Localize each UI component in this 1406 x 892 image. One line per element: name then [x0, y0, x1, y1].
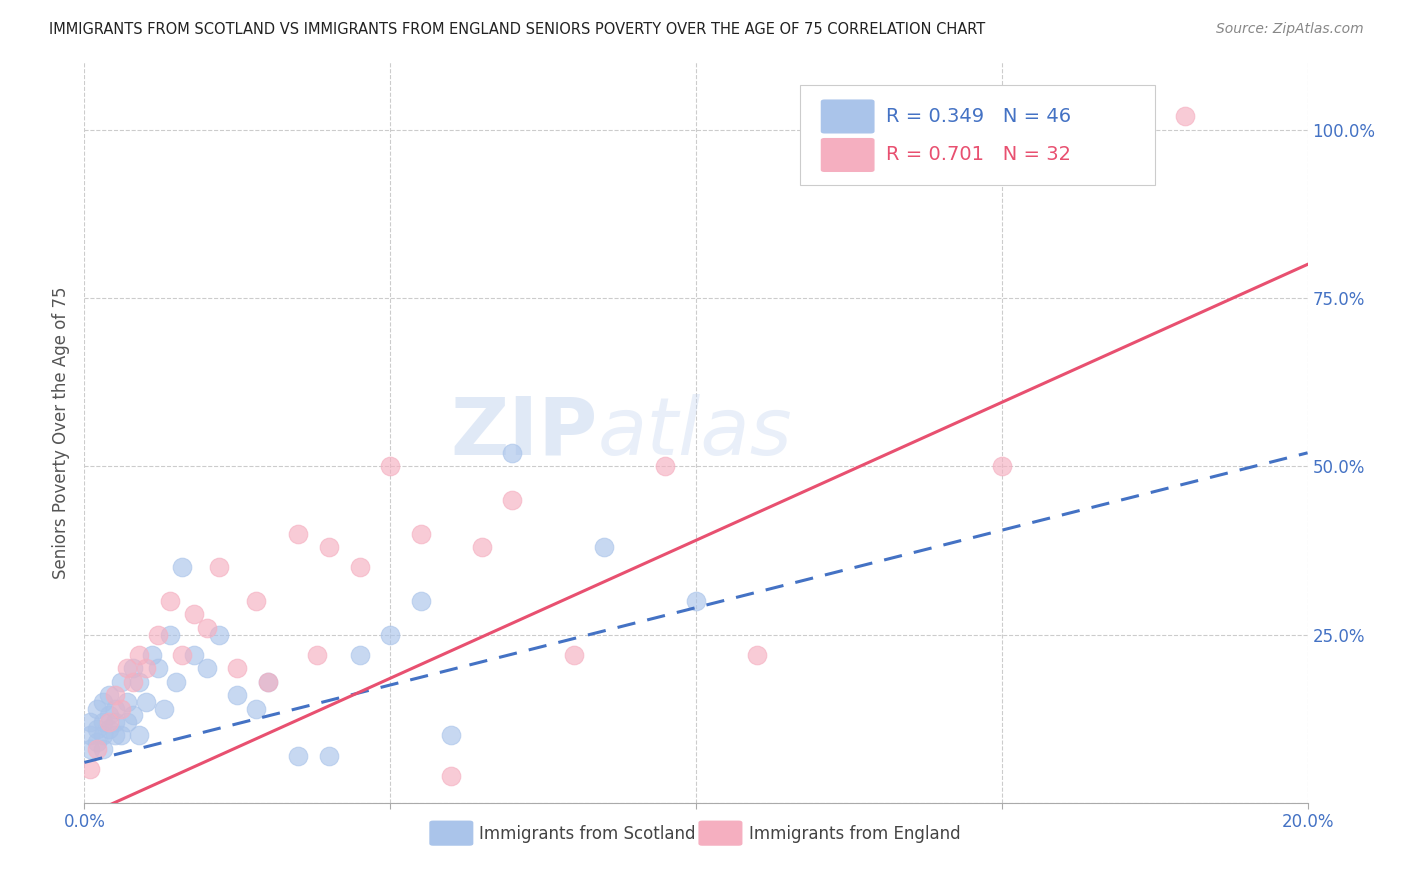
Point [183, 607, 205, 622]
Point [471, 540, 494, 554]
Point [97, 722, 120, 736]
Point [245, 701, 267, 715]
Point [91, 695, 114, 709]
Point [349, 560, 371, 574]
Point [287, 748, 309, 763]
Point [440, 769, 463, 783]
Point [79, 742, 101, 756]
Point [226, 661, 249, 675]
Point [183, 648, 205, 662]
Point [380, 459, 402, 474]
Point [115, 661, 138, 675]
Point [654, 459, 676, 474]
Point [128, 729, 150, 743]
Point [502, 492, 524, 507]
Text: atlas: atlas [598, 393, 793, 472]
Text: Source: ZipAtlas.com: Source: ZipAtlas.com [1216, 22, 1364, 37]
Point [91, 714, 114, 729]
Point [318, 540, 340, 554]
Point [110, 674, 132, 689]
Point [195, 621, 218, 635]
FancyBboxPatch shape [429, 821, 474, 846]
Point [104, 729, 127, 743]
Point [79, 714, 101, 729]
Point [305, 648, 328, 662]
Point [110, 729, 132, 743]
Point [110, 701, 132, 715]
Point [208, 560, 231, 574]
Point [79, 729, 101, 743]
Point [409, 526, 432, 541]
Point [165, 674, 187, 689]
Point [991, 459, 1014, 474]
Point [135, 695, 157, 709]
Point [104, 688, 127, 702]
Point [409, 594, 432, 608]
Point [440, 729, 463, 743]
Point [86, 735, 108, 749]
FancyBboxPatch shape [821, 99, 875, 134]
Text: IMMIGRANTS FROM SCOTLAND VS IMMIGRANTS FROM ENGLAND SENIORS POVERTY OVER THE AGE: IMMIGRANTS FROM SCOTLAND VS IMMIGRANTS F… [49, 22, 986, 37]
Point [122, 661, 145, 675]
Point [747, 648, 769, 662]
Point [128, 648, 150, 662]
Point [502, 446, 524, 460]
Point [380, 627, 402, 641]
Point [257, 674, 280, 689]
Text: Immigrants from England: Immigrants from England [748, 825, 960, 843]
Point [122, 674, 145, 689]
Point [146, 661, 169, 675]
Point [79, 762, 101, 776]
FancyBboxPatch shape [821, 138, 875, 172]
Point [159, 594, 181, 608]
Point [122, 708, 145, 723]
Point [146, 627, 169, 641]
FancyBboxPatch shape [699, 821, 742, 846]
Point [97, 688, 120, 702]
Point [128, 674, 150, 689]
Point [562, 648, 585, 662]
Point [91, 729, 114, 743]
Text: ZIP: ZIP [451, 393, 598, 472]
Point [172, 648, 194, 662]
Point [86, 742, 108, 756]
Point [104, 714, 127, 729]
Point [172, 560, 194, 574]
Point [86, 701, 108, 715]
Point [159, 627, 181, 641]
Point [257, 674, 280, 689]
Point [1174, 109, 1197, 123]
Point [593, 540, 616, 554]
Point [97, 708, 120, 723]
Point [153, 701, 176, 715]
Point [318, 748, 340, 763]
Point [104, 701, 127, 715]
Point [685, 594, 707, 608]
Point [86, 722, 108, 736]
Point [91, 742, 114, 756]
Text: R = 0.349   N = 46: R = 0.349 N = 46 [886, 107, 1071, 126]
Point [287, 526, 309, 541]
Point [141, 648, 163, 662]
Text: R = 0.701   N = 32: R = 0.701 N = 32 [886, 145, 1070, 164]
Point [115, 714, 138, 729]
Point [245, 594, 267, 608]
Point [226, 688, 249, 702]
Point [349, 648, 371, 662]
Point [115, 695, 138, 709]
Point [97, 714, 120, 729]
Point [135, 661, 157, 675]
Text: Immigrants from Scotland: Immigrants from Scotland [479, 825, 696, 843]
Point [208, 627, 231, 641]
FancyBboxPatch shape [800, 85, 1154, 185]
Y-axis label: Seniors Poverty Over the Age of 75: Seniors Poverty Over the Age of 75 [52, 286, 70, 579]
Point [195, 661, 218, 675]
